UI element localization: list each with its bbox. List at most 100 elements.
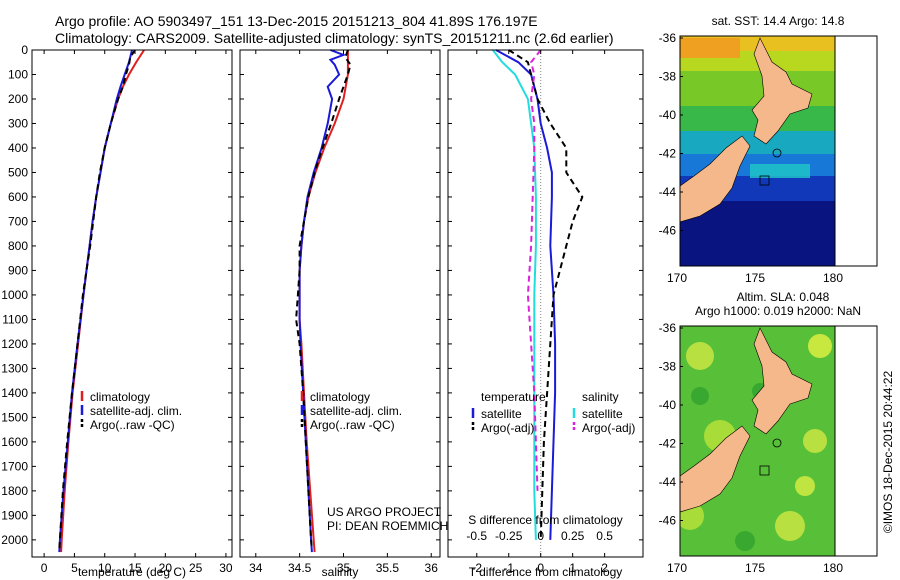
pi-annotation: PI: DEAN ROEMMICH <box>327 519 448 533</box>
argo-position-marker <box>772 438 782 448</box>
map-outer-frame <box>679 35 878 267</box>
sla-blob <box>686 342 714 370</box>
plot-frame <box>447 49 644 558</box>
series-line-salinity-2 <box>295 49 352 550</box>
profile-title: Argo profile: AO 5903497_151 13-Dec-2015… <box>55 13 538 29</box>
south-island <box>680 135 751 223</box>
series-line-differences-0 <box>495 49 557 540</box>
legend-label: satellite-adj. clim. <box>90 404 182 418</box>
x-axis-label: salinity <box>322 565 359 579</box>
y-tick-label: 1900 <box>1 508 28 522</box>
map-y-tick-label: -46 <box>659 514 677 528</box>
map-marker <box>759 465 770 476</box>
y-tick-label: 700 <box>8 214 28 228</box>
sla-blob <box>803 429 827 453</box>
x-tick-label: 20 <box>159 561 173 575</box>
sst-warm-patch <box>680 38 740 58</box>
s-tick-label: 0.5 <box>596 529 613 543</box>
map-y-tick-label: -40 <box>659 398 677 412</box>
sst-map-title: sat. SST: 14.4 Argo: 14.8 <box>712 14 845 28</box>
y-tick-label: 1600 <box>1 435 28 449</box>
map-y-tick-label: -36 <box>659 321 677 335</box>
north-island <box>751 327 813 435</box>
map-y-tick-label: -40 <box>659 108 677 122</box>
x-tick-label: 10 <box>98 561 112 575</box>
series-line-differences-1 <box>508 49 584 540</box>
legend-label: satellite <box>481 407 522 421</box>
legend-label: satellite-adj. clim. <box>310 404 402 418</box>
x-tick-label: 0 <box>41 561 48 575</box>
map-y-tick-label: -38 <box>659 360 677 374</box>
south-island <box>680 425 751 513</box>
sla-blob <box>775 511 805 541</box>
argo-position-marker <box>772 148 782 158</box>
y-tick-label: 800 <box>8 239 28 253</box>
plot-frame <box>239 49 441 558</box>
plot-frame <box>31 49 233 558</box>
legend-label: satellite <box>582 407 623 421</box>
panel-temperature: 0100200300400500600700800900100011001200… <box>1 43 233 579</box>
series-line-differences-2 <box>492 49 537 540</box>
x-tick-label: 25 <box>189 561 203 575</box>
s-tick-label: 0 <box>537 529 544 543</box>
x-tick-label: 1 <box>569 561 576 575</box>
map-x-tick-label: 175 <box>745 271 765 285</box>
sla-map-subtitle: Argo h1000: 0.019 h2000: NaN <box>695 304 861 318</box>
y-tick-label: 600 <box>8 190 28 204</box>
sla-map-title: Altim. SLA: 0.048 <box>737 290 830 304</box>
sst-band <box>680 131 835 154</box>
map-x-tick-label: 170 <box>667 271 687 285</box>
sla-blob <box>735 531 755 551</box>
legend-label: climatology <box>90 390 150 404</box>
legend-label: Argo(-adj) <box>481 421 534 435</box>
panel-salinity: 34 34.5 35 35.5 36 salinity climatologysatelli… <box>239 49 448 579</box>
y-tick-label: 1800 <box>1 484 28 498</box>
legend-label: climatology <box>310 390 370 404</box>
legend-label: Argo(..raw -QC) <box>310 418 395 432</box>
y-tick-label: 1100 <box>2 312 28 326</box>
y-tick-label: 1200 <box>1 337 28 351</box>
north-island <box>751 37 813 145</box>
map-sla: -36 -38 -40 -42 -44 -46 170 175 180 <box>659 321 878 575</box>
map-field <box>680 36 835 266</box>
y-tick-label: 1500 <box>1 410 28 424</box>
series-line-temperature-1 <box>58 49 133 553</box>
x-tick-label: 36 <box>425 561 439 575</box>
map-y-tick-label: -42 <box>659 437 677 451</box>
series-line-temperature-2 <box>58 49 136 550</box>
y-tick-label: 1300 <box>1 361 28 375</box>
map-y-tick-label: -42 <box>659 147 677 161</box>
legend-group-title: temperature <box>481 390 546 404</box>
map-x-tick-label: 180 <box>823 561 843 575</box>
map-y-tick-label: -38 <box>659 70 677 84</box>
credit-stamp: ©IMOS 18-Dec-2015 20:44:22 <box>881 371 895 534</box>
x-tick-label: 2 <box>601 561 608 575</box>
map-marker <box>759 175 770 186</box>
y-tick-label: 1000 <box>1 288 28 302</box>
y-tick-label: 2000 <box>1 533 28 547</box>
y-tick-label: 1400 <box>1 386 28 400</box>
climatology-subtitle: Climatology: CARS2009. Satellite-adjuste… <box>55 30 614 46</box>
map-field <box>680 326 835 556</box>
map-sst: -36 -38 -40 -42 -44 -46 170 175 180 <box>659 31 878 285</box>
legend-group-title: salinity <box>582 390 619 404</box>
sla-blob <box>691 387 709 405</box>
x-tick-label: 30 <box>219 561 233 575</box>
sla-blob <box>795 476 815 496</box>
map-x-tick-label: 175 <box>745 561 765 575</box>
y-tick-label: 100 <box>8 67 28 81</box>
map-y-tick-label: -44 <box>659 475 677 489</box>
y-tick-label: 200 <box>8 92 28 106</box>
y-tick-label: 300 <box>8 116 28 130</box>
sst-band <box>680 71 835 106</box>
x-tick-label: 34.5 <box>288 561 312 575</box>
s-tick-label: -0.5 <box>466 529 487 543</box>
x-tick-label: 34 <box>249 561 263 575</box>
x-tick-label: -1 <box>503 561 514 575</box>
y-tick-label: 400 <box>8 141 28 155</box>
sst-patch <box>750 164 810 178</box>
legend-label: Argo(-adj) <box>582 421 635 435</box>
s-tick-label: 0.25 <box>561 529 585 543</box>
map-x-tick-label: 180 <box>823 271 843 285</box>
legend-label: Argo(..raw -QC) <box>90 418 175 432</box>
